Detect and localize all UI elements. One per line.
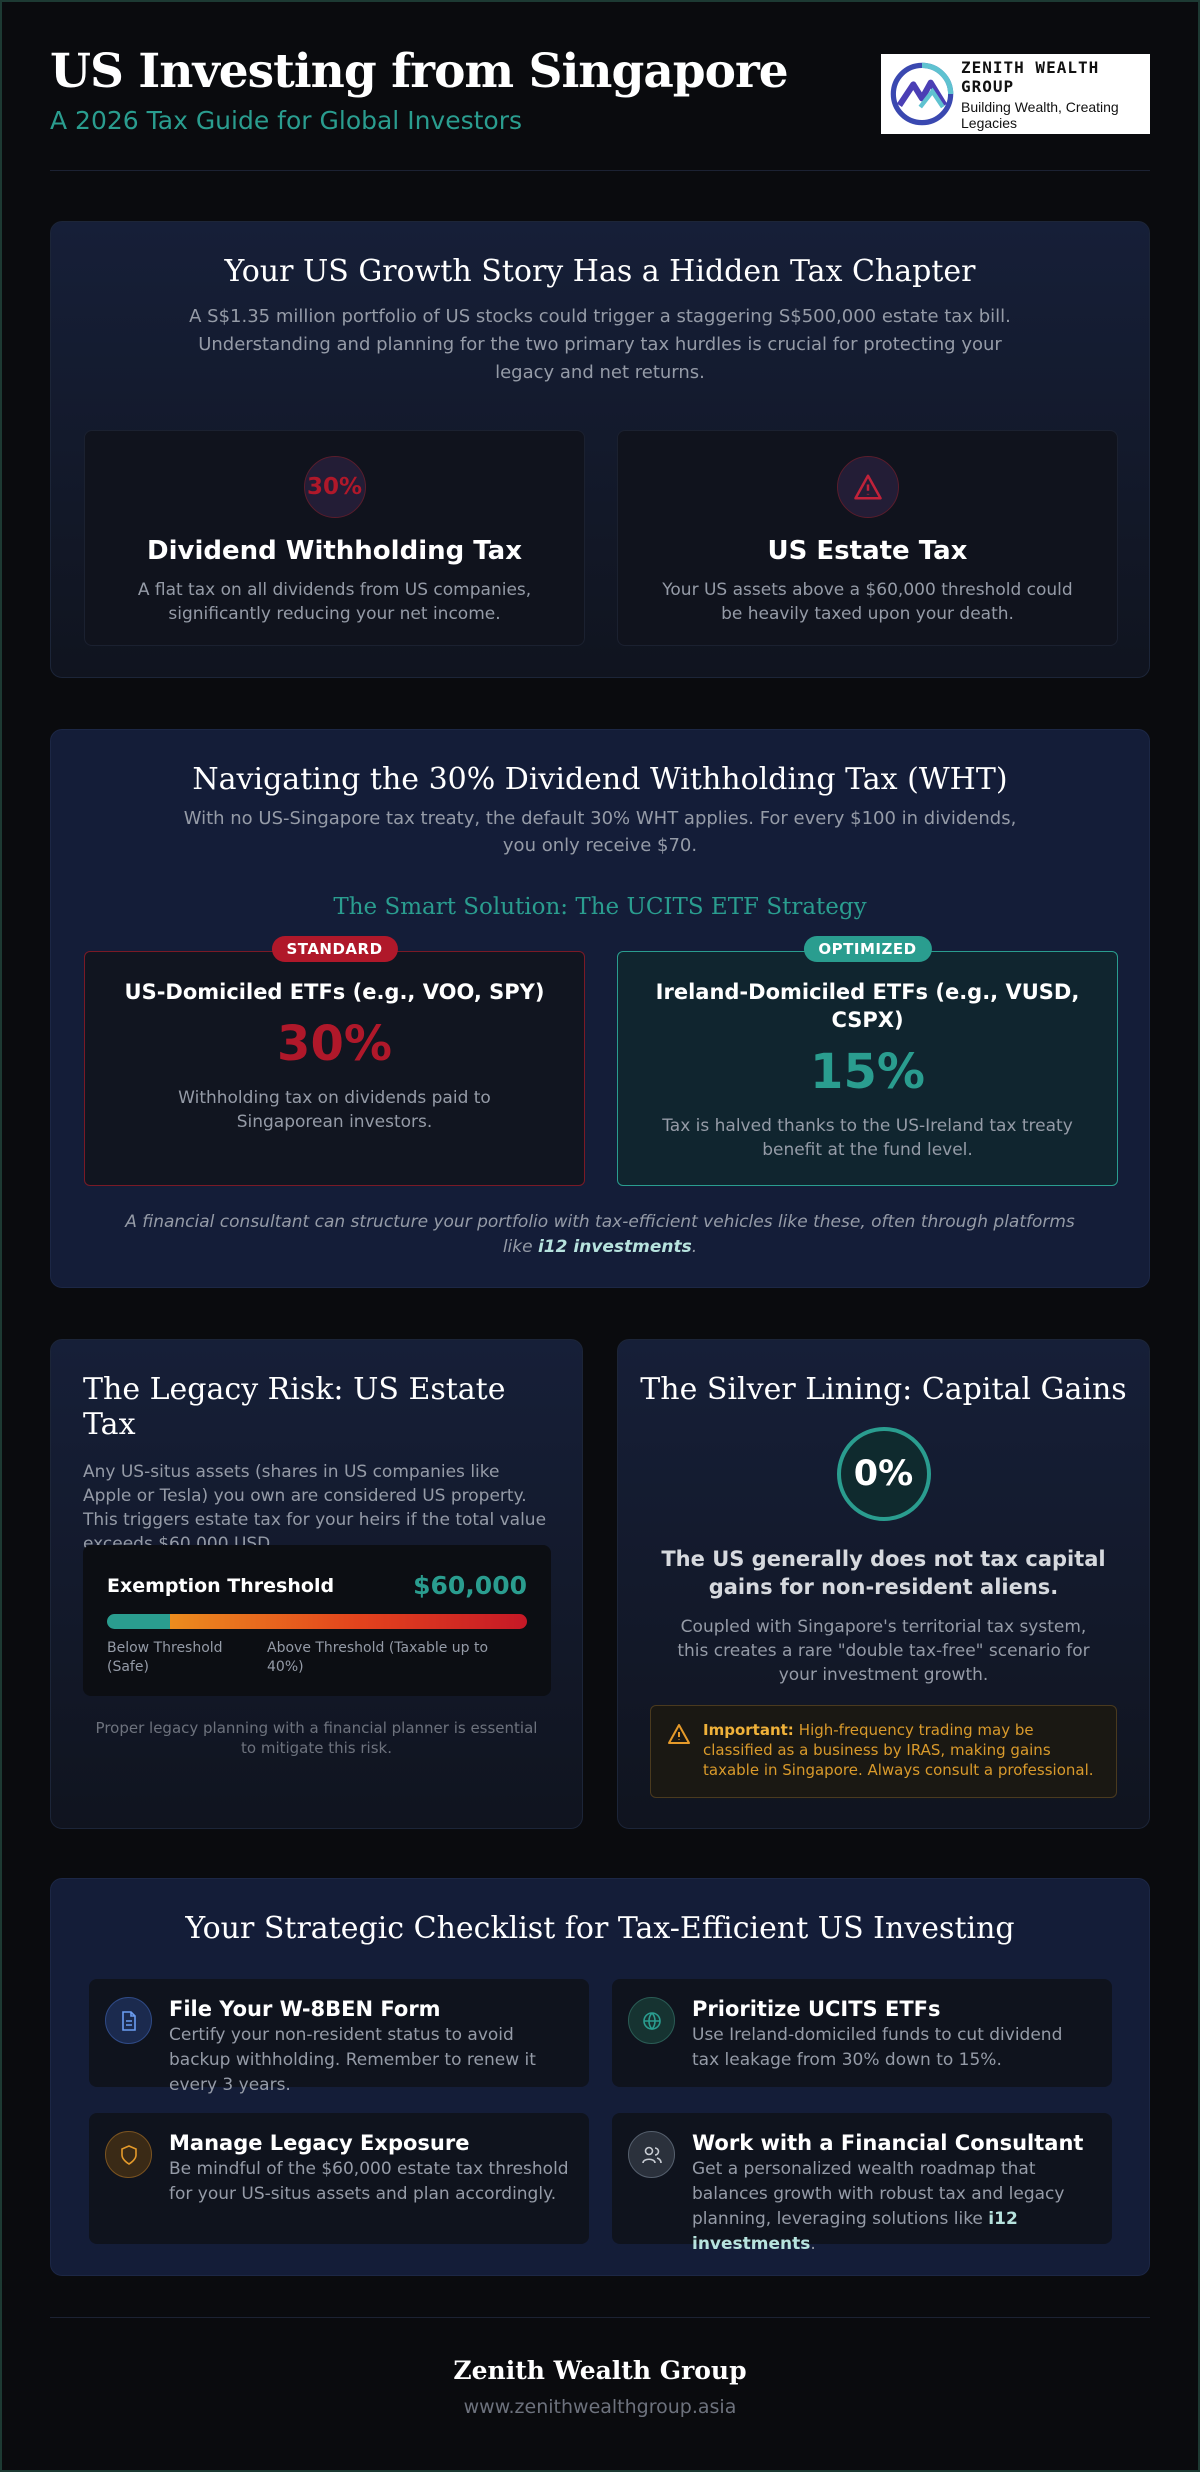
checklist-item: File Your W-8BEN Form Certify your non-r… [89,1979,589,2095]
item-link: i12 investments [692,2209,1018,2254]
warning-label: Important: [703,1721,794,1739]
item-icon [105,2131,152,2178]
badge: STANDARD [271,936,398,962]
footer-url: www.zenithwealthgroup.asia [463,2396,737,2418]
note-text: . [691,1237,698,1257]
footer-name: Zenith Wealth Group [453,2356,747,2385]
item-text-part: Get a personalized wealth roadmap that b… [692,2159,1065,2229]
divider [50,170,1150,171]
note: A financial consultant can structure you… [111,1210,1089,1260]
bar-label: Above Threshold (Taxable up to 40%) [267,1640,489,1675]
estate-card: The Legacy Risk: US Estate Tax Any US-si… [50,1339,583,1829]
item-icon [628,1997,675,2044]
card-icon [836,456,899,518]
section-title: Your US Growth Story Has a Hidden Tax Ch… [224,254,976,289]
item-title: Prioritize UCITS ETFs [692,1997,941,2021]
page-subtitle: A 2026 Tax Guide for Global Investors [50,106,523,135]
card-text: Coupled with Singapore's territorial tax… [677,1617,1090,1685]
tax-card: 30% Dividend Withholding Tax A flat tax … [84,430,585,646]
card-title: US Estate Tax [767,536,968,566]
checklist-item: Work with a Financial Consultant Get a p… [612,2113,1112,2254]
card-title: Dividend Withholding Tax [147,536,522,566]
card-title: The Legacy Risk: US Estate Tax [83,1372,506,1442]
item-title: Manage Legacy Exposure [169,2131,470,2155]
card-text: Your US assets above a $60,000 threshold… [662,580,1073,624]
checklist-item: Prioritize UCITS ETFs Use Ireland-domici… [612,1979,1112,2087]
item-icon [105,1997,152,2044]
intro-section: Your US Growth Story Has a Hidden Tax Ch… [50,221,1150,678]
option-title: Ireland-Domiciled ETFs (e.g., VUSD, CSPX… [655,980,1080,1032]
warning-icon [668,1724,690,1744]
item-title: File Your W-8BEN Form [169,1997,441,2021]
warning-box: Important: High-frequency trading may be … [650,1705,1117,1798]
warning-icon [853,474,882,500]
footnote: Proper legacy planning with a financial … [95,1719,538,1757]
option-text: Withholding tax on dividends paid to Sin… [178,1088,491,1132]
tax-card: US Estate Tax Your US assets above a $60… [617,430,1118,646]
section-title: Navigating the 30% Dividend Withholding … [192,762,1008,797]
option-text: Tax is halved thanks to the US-Ireland t… [662,1116,1073,1160]
logo-name: ZENITH WEALTH GROUP [961,57,1100,96]
note-link: i12 investments [537,1237,692,1257]
item-text: Certify your non-resident status to avoi… [169,2025,536,2095]
headline: The US generally does not tax capital ga… [661,1547,1106,1599]
badge: OPTIMIZED [803,936,932,962]
rate-circle: 0% [836,1427,931,1521]
warning-text: High-frequency trading may be classified… [703,1721,1094,1779]
item-text: Use Ireland-domiciled funds to cut divid… [692,2025,1063,2070]
divider [50,2317,1150,2318]
section-title: Your Strategic Checklist for Tax-Efficie… [185,1911,1015,1946]
gains-card: The Silver Lining: Capital Gains 0% The … [617,1339,1150,1829]
option-rate: 15% [810,1044,925,1100]
wht-section: Navigating the 30% Dividend Withholding … [50,729,1150,1288]
threshold-value: $60,000 [413,1571,527,1600]
item-icon [628,2131,675,2178]
threshold-box: Exemption Threshold $60,000 Below Thresh… [83,1545,551,1696]
item-text: Be mindful of the $60,000 estate tax thr… [169,2159,569,2204]
checklist-item: Manage Legacy Exposure Be mindful of the… [89,2113,589,2244]
card-icon: 30% [303,456,366,518]
threshold-label: Exemption Threshold [107,1574,335,1597]
section-text: With no US-Singapore tax treaty, the def… [183,808,1017,856]
logo-tagline: Building Wealth, Creating Legacies [961,98,1119,131]
option-rate: 30% [277,1016,392,1072]
item-text: Get a personalized wealth roadmap that b… [692,2157,1094,2257]
logo-mark [890,62,954,126]
option-title: US-Domiciled ETFs (e.g., VOO, SPY) [124,980,545,1004]
page-title: US Investing from Singapore [50,44,789,99]
option-card: STANDARD US-Domiciled ETFs (e.g., VOO, S… [84,936,585,1186]
card-text: Any US-situs assets (shares in US compan… [83,1462,547,1554]
item-title: Work with a Financial Consultant [692,2131,1084,2155]
note-text: A financial consultant can structure you… [125,1212,1075,1257]
item-text-part: . [810,2234,816,2254]
card-title: The Silver Lining: Capital Gains [640,1372,1127,1407]
solution-title: The Smart Solution: The UCITS ETF Strate… [333,894,867,920]
logo: ZENITH WEALTH GROUP Building Wealth, Cre… [881,54,1150,134]
threshold-bar [107,1614,527,1629]
card-text: A flat tax on all dividends from US comp… [137,580,532,624]
option-card: OPTIMIZED Ireland-Domiciled ETFs (e.g., … [617,936,1118,1186]
checklist-section: Your Strategic Checklist for Tax-Efficie… [50,1878,1150,2276]
section-text: A S$1.35 million portfolio of US stocks … [189,306,1011,383]
bar-label: Below Threshold (Safe) [107,1640,223,1675]
